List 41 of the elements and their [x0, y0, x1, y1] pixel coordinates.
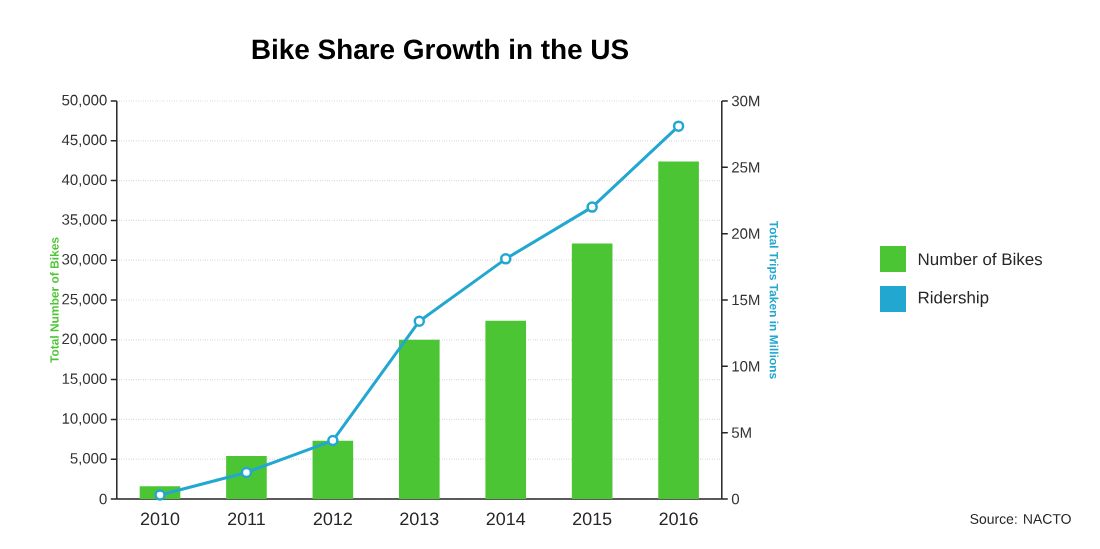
y-tick-label: 40,000: [61, 174, 107, 187]
y-axis-title: Total Number of Bikes: [49, 237, 59, 363]
legend-label: Number of Bikes: [918, 252, 1043, 266]
y2-tick-label: 15M: [732, 294, 760, 306]
legend-label: Ridership: [918, 291, 989, 307]
y-tick-label: 20,000: [62, 333, 107, 346]
y-tick-label: 0: [99, 493, 107, 505]
bar: [312, 440, 354, 499]
chart-title: Bike Share Growth in the US: [252, 38, 629, 60]
y-tick-label: 30,000: [62, 254, 107, 267]
y-tick-label: 5,000: [70, 453, 107, 466]
y-tick-label: 25,000: [62, 293, 107, 307]
y2-tick-label: 30M: [731, 95, 760, 107]
point: [586, 201, 598, 213]
y-tick-label: 15,000: [62, 373, 107, 386]
y2-tick-label: 10M: [732, 361, 760, 372]
source-note: Source: NACTO: [970, 514, 1071, 524]
y2-axis-title: Total Trips Taken in Millions: [767, 220, 779, 379]
y2-tick-label: 25M: [732, 162, 760, 173]
y2-tick-label: 20M: [732, 228, 760, 239]
point: [499, 253, 512, 265]
y-tick-label: 45,000: [61, 134, 107, 147]
point: [413, 315, 426, 327]
y2-tick-label: 5M: [731, 427, 751, 438]
y-tick-label: 35,000: [62, 214, 107, 227]
x-tick-label: 2016: [659, 512, 698, 526]
bar: [398, 339, 440, 499]
bar: [571, 243, 613, 499]
y2-tick-label: 0: [731, 493, 740, 505]
bar: [485, 320, 527, 499]
x-tick-label: 2013: [400, 512, 439, 526]
x-tick-label: 2012: [313, 512, 352, 526]
x-tick-label: 2010: [140, 512, 180, 526]
x-tick-label: 2015: [573, 512, 612, 526]
bar: [658, 161, 699, 499]
x-tick-label: 2014: [486, 512, 526, 526]
point: [327, 434, 339, 447]
x-tick-label: 2011: [228, 512, 265, 526]
point: [672, 120, 685, 132]
y-tick-label: 50,000: [62, 94, 107, 108]
y-tick-label: 10,000: [62, 413, 107, 426]
